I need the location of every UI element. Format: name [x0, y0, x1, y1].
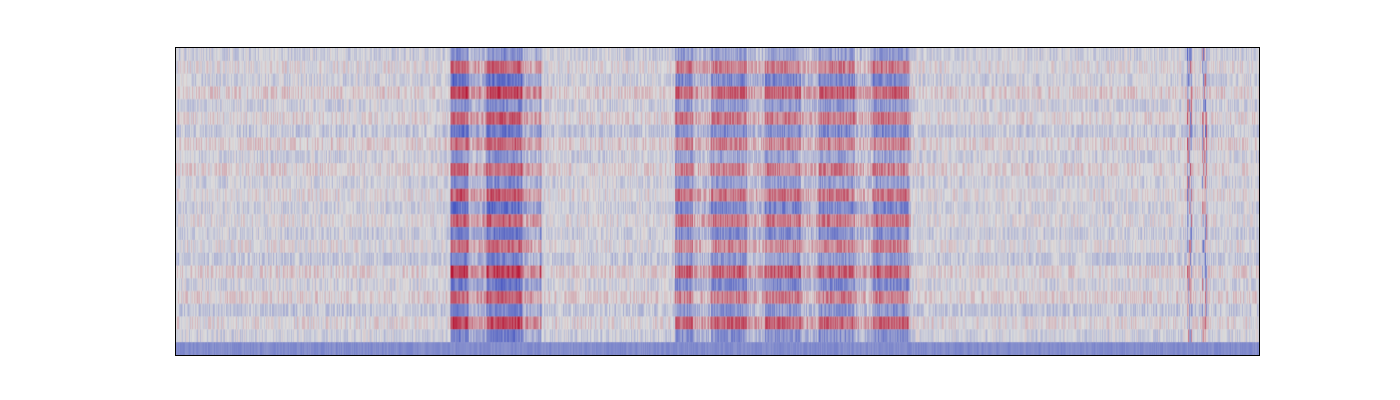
heatmap-plot-area	[175, 47, 1260, 356]
heatmap-canvas	[176, 48, 1259, 355]
